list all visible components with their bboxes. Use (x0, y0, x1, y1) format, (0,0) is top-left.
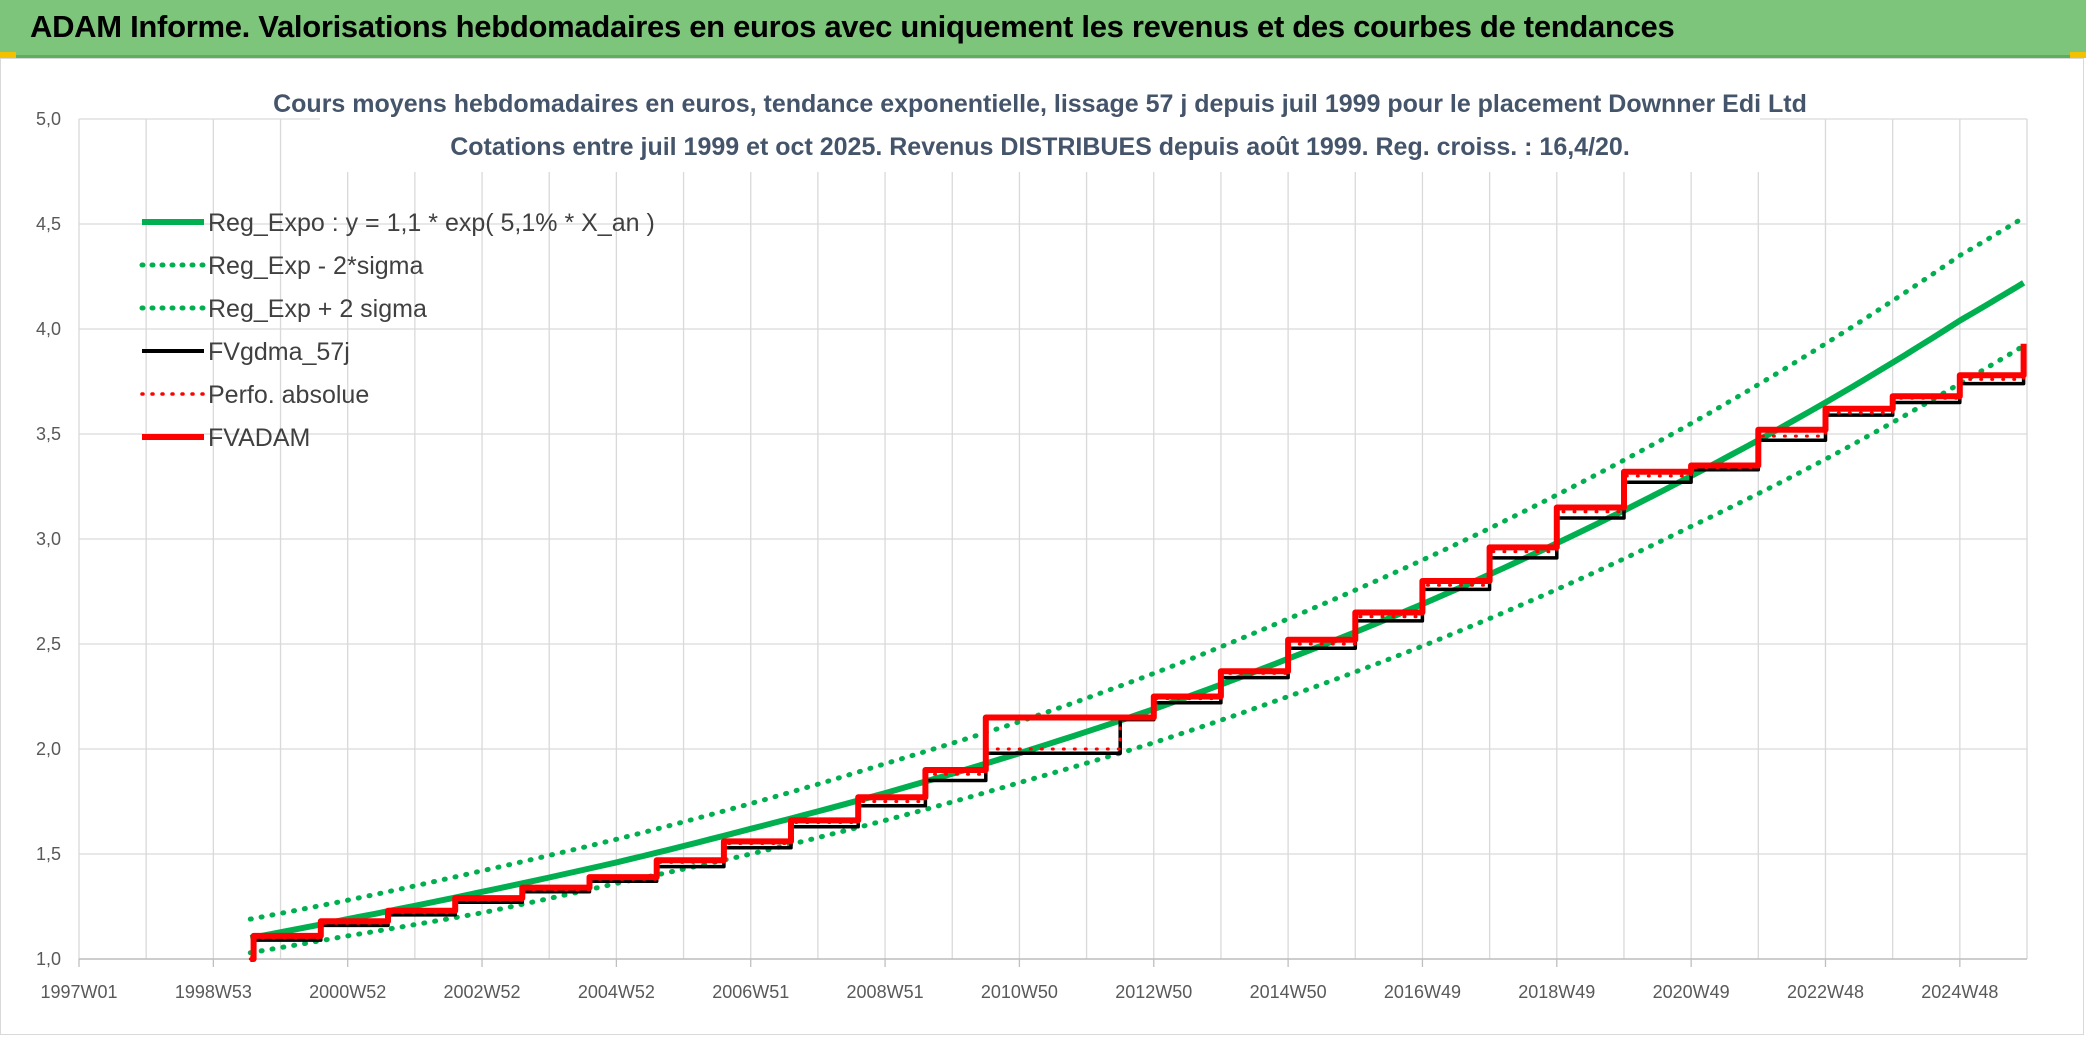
legend-label-reg-minus-2sigma: Reg_Exp - 2*sigma (208, 252, 423, 280)
x-tick-label: 2012W50 (1115, 982, 1192, 1002)
y-tick-label: 1,0 (36, 949, 61, 969)
y-tick-label: 4,0 (36, 319, 61, 339)
y-tick-label: 3,5 (36, 424, 61, 444)
x-tick-label: 2018W49 (1518, 982, 1595, 1002)
y-axis-ticks: 1,0 1,5 2,0 2,5 3,0 3,5 4,0 4,5 5,0 (36, 109, 61, 969)
legend-label-reg-expo: Reg_Expo : y = 1,1 * exp( 5,1% * X_an ) (208, 209, 655, 237)
legend-label-reg-plus-2sigma: Reg_Exp + 2 sigma (208, 295, 427, 323)
x-tick-label: 2010W50 (981, 982, 1058, 1002)
x-tick-label: 1997W01 (40, 982, 117, 1002)
y-tick-label: 3,0 (36, 529, 61, 549)
chart-title: Cours moyens hebdomadaires en euros, ten… (273, 90, 1807, 118)
chart-subtitle: Cotations entre juil 1999 et oct 2025. R… (450, 133, 1630, 161)
chart-legend: Reg_Expo : y = 1,1 * exp( 5,1% * X_an ) R… (139, 209, 655, 452)
title-banner: ADAM Informe. Valorisations hebdomadaire… (0, 0, 2086, 58)
legend-label-fvadam: FVADAM (208, 424, 310, 452)
x-tick-label: 2002W52 (444, 982, 521, 1002)
corner-marker-right (2070, 52, 2086, 58)
x-tick-label: 1998W53 (175, 982, 252, 1002)
chart-grid (78, 118, 2028, 960)
series-line-reg-minus-2sigma (247, 343, 2027, 956)
legend-label-fvgdma-57j: FVgdma_57j (208, 338, 350, 366)
y-tick-label: 4,5 (36, 214, 61, 234)
x-tick-label: 2016W49 (1384, 982, 1461, 1002)
x-tick-label: 2022W48 (1787, 982, 1864, 1002)
x-tick-label: 2000W52 (309, 982, 386, 1002)
x-tick-label: 2024W48 (1921, 982, 1998, 1002)
y-tick-label: 2,5 (36, 634, 61, 654)
x-tick-label: 2020W49 (1653, 982, 1730, 1002)
corner-marker-left (0, 52, 16, 58)
y-tick-label: 1,5 (36, 844, 61, 864)
title-backdrop (320, 84, 1760, 172)
y-tick-label: 2,0 (36, 739, 61, 759)
chart-series (247, 215, 2027, 962)
series-line-reg-plus-2sigma (247, 215, 2027, 922)
chart-frame (0, 58, 2084, 1035)
series-line-fvadam (250, 343, 2027, 962)
legend-label-perfo-absolue: Perfo. absolue (208, 381, 369, 409)
x-tick-label: 2008W51 (847, 982, 924, 1002)
series-line-reg-expo (249, 280, 2026, 941)
x-tick-label: 2004W52 (578, 982, 655, 1002)
y-tick-label: 5,0 (36, 109, 61, 129)
x-tick-label: 2014W50 (1250, 982, 1327, 1002)
x-axis-ticks: 1997W01 1998W53 2000W52 2002W52 2004W52 2006W… (40, 959, 1998, 1002)
page-title: ADAM Informe. Valorisations hebdomadaire… (30, 9, 1675, 44)
x-tick-label: 2006W51 (712, 982, 789, 1002)
